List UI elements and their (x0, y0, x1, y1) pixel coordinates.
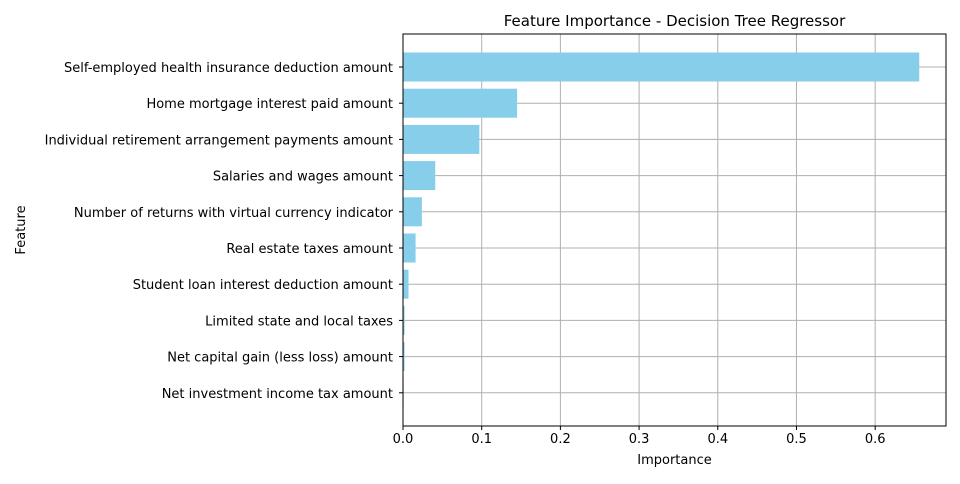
y-tick-label: Individual retirement arrangement paymen… (45, 133, 393, 148)
y-tick-label: Number of returns with virtual currency … (74, 206, 394, 221)
x-tick-label: 0.0 (393, 432, 414, 447)
chart-title: Feature Importance - Decision Tree Regre… (504, 12, 846, 30)
bar (403, 124, 480, 154)
y-tick-label: Self-employed health insurance deduction… (64, 61, 393, 76)
y-tick-label: Student loan interest deduction amount (133, 278, 393, 293)
y-axis-ticks: Self-employed health insurance deduction… (45, 61, 403, 402)
plot-area-frame (402, 33, 947, 427)
y-tick-label: Net investment income tax amount (162, 387, 393, 402)
x-tick-label: 0.5 (786, 432, 807, 447)
bar (403, 269, 409, 299)
x-tick-label: 0.1 (471, 432, 492, 447)
y-tick-label: Real estate taxes amount (226, 242, 393, 257)
x-tick-label: 0.2 (550, 432, 571, 447)
x-axis-label: Importance (637, 453, 712, 468)
bar (403, 305, 405, 335)
y-tick-label: Net capital gain (less loss) amount (167, 351, 393, 366)
x-tick-label: 0.6 (865, 432, 886, 447)
bar (403, 197, 422, 227)
bars (403, 52, 920, 408)
bar (403, 161, 436, 191)
x-axis-ticks: 0.0 0.1 0.2 0.3 0.4 0.5 0.6 (393, 426, 886, 447)
bar (403, 233, 416, 263)
bar (403, 342, 405, 372)
y-tick-label: Limited state and local taxes (205, 314, 393, 329)
x-tick-label: 0.3 (629, 432, 650, 447)
y-tick-label: Salaries and wages amount (213, 170, 393, 185)
y-axis-label: Feature (14, 205, 29, 254)
bar (403, 52, 920, 82)
y-tick-label: Home mortgage interest paid amount (146, 97, 393, 112)
bar (403, 88, 518, 118)
grid-lines (402, 34, 946, 426)
x-tick-label: 0.4 (707, 432, 728, 447)
